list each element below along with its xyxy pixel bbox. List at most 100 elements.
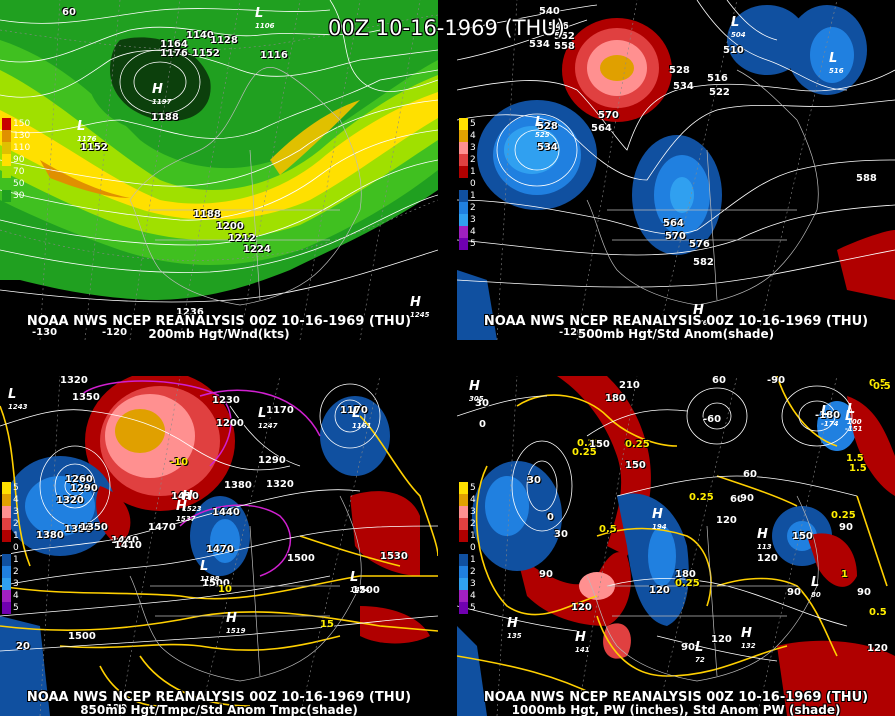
contour-label: 582 <box>693 257 714 268</box>
legend-label: 110 <box>13 143 31 153</box>
contour-label: 546 <box>548 21 569 32</box>
contour-label: 1140 <box>186 30 214 41</box>
legend-row: 5 <box>459 602 476 614</box>
legend-label: 0 <box>470 543 476 553</box>
panel-caption-source: NOAA NWS NCEP REANALYSIS 00Z 10-16-1969 … <box>26 690 412 705</box>
contour-label: 120 <box>716 515 737 526</box>
contour-label: 1200 <box>216 418 244 429</box>
legend-row: 110 <box>2 142 30 154</box>
legend-row: 3 <box>459 214 476 226</box>
contour-label: 534 <box>537 142 558 153</box>
center-value: -174 <box>821 420 839 428</box>
legend-row: 1 <box>459 530 476 542</box>
legend-row: 30 <box>2 190 30 202</box>
contour-label: 1500 <box>352 585 380 596</box>
contour-label: 1500 <box>287 553 315 564</box>
high-pressure-center: H 135 <box>507 617 522 643</box>
contour-label: 120 <box>867 643 888 654</box>
contour-label: 10 <box>218 584 232 595</box>
contour-label: 0.5 <box>873 381 891 392</box>
legend-label: 1 <box>470 555 476 565</box>
legend-swatch <box>2 482 11 494</box>
high-pressure-center: H 1245 <box>410 296 429 322</box>
high-pressure-center: H 113 <box>757 528 772 554</box>
center-value: 305 <box>469 395 484 403</box>
legend-swatch <box>459 190 468 202</box>
contour-label: 0.25 <box>675 578 700 589</box>
contour-label: 60 <box>712 376 726 386</box>
center-value: 525 <box>535 131 550 139</box>
legend-row: 2 <box>459 202 476 214</box>
contour-label: 1230 <box>212 395 240 406</box>
legend-label: 5 <box>470 483 476 493</box>
contour-label: 1236 <box>176 307 204 318</box>
low-pressure-center: L -174 <box>821 405 839 431</box>
low-pressure-center: L -151 <box>845 410 863 436</box>
legend-rows: 5 4 3 2 1 0 1 2 3 4 5 <box>2 482 19 614</box>
legend-swatch <box>459 226 468 238</box>
legend-swatch <box>2 542 11 554</box>
low-pressure-center: L 100 <box>847 403 862 429</box>
contour-label: 1350 <box>64 524 92 535</box>
legend-label: 2 <box>470 519 476 529</box>
legend-label: 90 <box>13 155 25 165</box>
center-letter: L <box>352 406 361 421</box>
legend-label: 1 <box>13 555 19 565</box>
legend-rows: 5 4 3 2 1 0 1 2 3 4 5 <box>459 482 476 614</box>
contour-label: 90 <box>539 569 553 580</box>
center-letter: H <box>741 626 752 641</box>
legend-std-anom: 5 4 3 2 1 0 1 2 3 4 5 <box>459 118 476 250</box>
center-value: 516 <box>829 67 844 75</box>
legend-swatch <box>2 566 11 578</box>
legend-row: 50 <box>2 178 30 190</box>
center-value: 1474 <box>350 586 370 594</box>
legend-label: 0 <box>470 179 476 189</box>
legend-row: 3 <box>459 506 476 518</box>
legend-swatch <box>2 178 11 190</box>
center-value: 194 <box>652 523 667 531</box>
contour-label: -180 <box>815 410 841 421</box>
legend-label: 1 <box>470 191 476 201</box>
legend-label: 4 <box>470 495 476 505</box>
contour-label: 1.5 <box>849 463 867 474</box>
legend-row: 130 <box>2 130 30 142</box>
center-letter: L <box>811 575 820 590</box>
legend-row: 2 <box>459 154 476 166</box>
panel-caption-source: NOAA NWS NCEP REANALYSIS 00Z 10-16-1969 … <box>26 314 412 329</box>
contour-label: 516 <box>707 73 728 84</box>
legend-row: 4 <box>2 590 19 602</box>
contour-label: -120 <box>559 327 585 338</box>
panel-caption-field: 850mb Hgt/Tmpc/Std Anom Tmpc(shade) <box>80 703 358 716</box>
panel-500mb: 5 4 3 2 1 0 1 2 3 4 5 540 546 552 558 534 510 528 516 534 5… <box>457 0 895 340</box>
contour-label: 1128 <box>210 35 238 46</box>
legend-swatch <box>2 166 11 178</box>
legend-label: 0 <box>13 543 19 553</box>
legend-label: 150 <box>13 119 31 129</box>
legend-row: 4 <box>459 130 476 142</box>
contour-label: 1188 <box>151 112 179 123</box>
contour-label: 0 <box>547 512 554 523</box>
center-letter: L <box>8 387 17 402</box>
contour-label: 30 <box>554 529 568 540</box>
center-letter: H <box>507 616 518 631</box>
contour-label: 0.25 <box>625 439 650 450</box>
center-value: 1197 <box>152 98 172 106</box>
contour-label: 1440 <box>111 535 139 546</box>
legend-row: 1 <box>459 166 476 178</box>
contour-label: 1380 <box>224 480 252 491</box>
contour-label: 150 <box>625 460 646 471</box>
legend-swatch <box>2 154 11 166</box>
center-letter: L <box>77 119 86 134</box>
contour-label: 1500 <box>68 631 96 642</box>
legend-row: 4 <box>2 494 19 506</box>
contour-label: -90 <box>767 376 786 386</box>
center-value: 141 <box>575 646 590 654</box>
legend-label: 1 <box>13 531 19 541</box>
center-letter: H <box>575 630 586 645</box>
high-pressure-center: H 1523 <box>182 490 201 516</box>
contour-label: -130 <box>32 327 58 338</box>
legend-row: 70 <box>2 166 30 178</box>
contour-label: 1500 <box>202 578 230 589</box>
center-value: 72 <box>695 656 705 664</box>
center-value: 100 <box>847 418 862 426</box>
